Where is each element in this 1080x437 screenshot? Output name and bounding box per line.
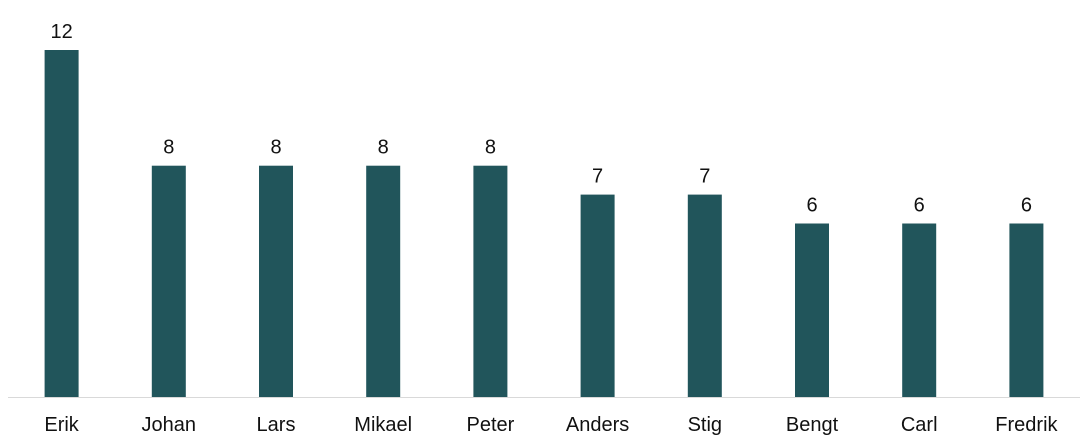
category-label-bengt: Bengt [786,414,839,436]
bar-johan [151,165,186,397]
bar-anders [580,194,615,397]
bar-carl [902,223,937,397]
category-labels-layer: Erik Johan Lars Mikael Peter Anders Stig Bengt C… [44,414,1058,436]
bar-peter [473,165,508,397]
category-label-carl: Carl [901,414,938,436]
value-label-erik: 12 [50,21,72,43]
value-label-bengt: 6 [806,195,817,217]
value-label-stig: 7 [699,166,710,188]
value-label-mikael: 8 [378,137,389,159]
bars-layer [44,50,1044,397]
category-label-anders: Anders [566,414,629,436]
value-labels-layer: 12 8 8 8 8 7 7 6 6 6 [50,21,1031,217]
value-label-anders: 7 [592,166,603,188]
bar-lars [259,165,293,397]
category-label-mikael: Mikael [354,414,412,436]
bar-mikael [366,165,401,397]
value-label-lars: 8 [270,137,281,159]
value-label-johan: 8 [163,137,174,159]
bar-erik [44,50,79,397]
category-label-erik: Erik [44,414,79,436]
category-label-fredrik: Fredrik [995,414,1058,436]
bar-bengt [795,223,829,397]
value-label-peter: 8 [485,137,496,159]
value-label-carl: 6 [914,195,925,217]
category-label-lars: Lars [257,414,296,436]
category-label-johan: Johan [142,414,197,436]
bar-stig [687,194,722,397]
bar-fredrik [1009,223,1044,397]
category-label-peter: Peter [466,414,514,436]
category-label-stig: Stig [688,414,722,436]
value-label-fredrik: 6 [1021,195,1032,217]
